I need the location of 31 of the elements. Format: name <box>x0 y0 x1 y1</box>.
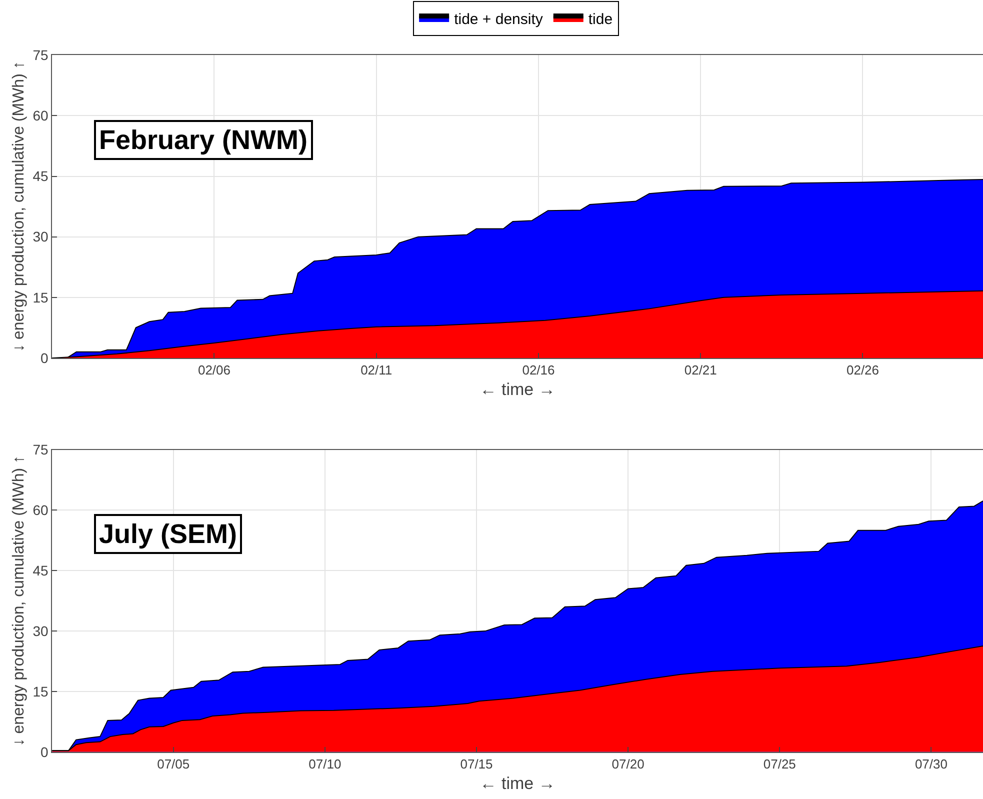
y-tick-label: 45 <box>32 562 49 579</box>
y-tick-label: 75 <box>32 442 49 458</box>
y-tick-label: 30 <box>32 228 49 245</box>
legend-label: tide + density <box>454 10 544 28</box>
annotation: February (NWM) <box>99 125 308 155</box>
y-tick-label: 75 <box>32 47 49 64</box>
x-tick-label: 02/26 <box>846 362 880 378</box>
x-tick-label: 07/15 <box>460 756 493 772</box>
y-tick-label: 60 <box>32 502 49 518</box>
x-tick-label: 07/25 <box>763 756 796 772</box>
y-tick-label: 0 <box>40 350 48 366</box>
x-tick-label: 07/05 <box>157 756 190 772</box>
x-tick-label: 02/21 <box>684 362 717 378</box>
annotation: July (SEM) <box>99 519 238 549</box>
y-axis-title: ↓ energy production, cumulative (MWh) ↑ <box>10 455 28 746</box>
y-tick-label: 0 <box>40 744 48 760</box>
x-tick-label: 02/11 <box>360 362 392 378</box>
y-tick-label: 30 <box>32 622 49 639</box>
y-tick-label: 15 <box>32 683 49 700</box>
x-axis-title: ← time → <box>480 774 556 793</box>
x-tick-label: 07/30 <box>914 756 948 772</box>
x-tick-label: 02/16 <box>522 362 555 378</box>
y-tick-label: 15 <box>32 289 49 306</box>
x-tick-label: 07/10 <box>308 756 342 772</box>
y-tick-label: 45 <box>32 168 49 184</box>
y-axis-title: ↓ energy production, cumulative (MWh) ↑ <box>10 61 28 352</box>
legend-label: tide <box>588 10 613 28</box>
x-tick-label: 07/20 <box>612 756 644 772</box>
x-axis-title: ← time → <box>480 380 556 399</box>
y-tick-label: 60 <box>32 108 49 124</box>
x-tick-label: 02/06 <box>198 362 230 378</box>
